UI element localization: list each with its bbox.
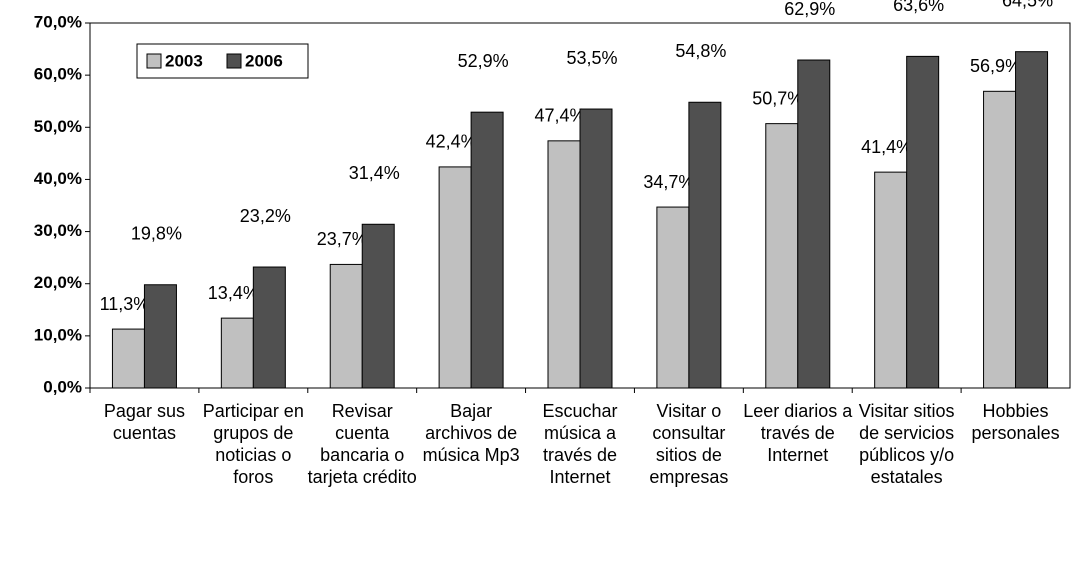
legend-box bbox=[136, 43, 309, 79]
bar bbox=[438, 166, 472, 389]
bar bbox=[656, 206, 690, 389]
bar bbox=[361, 223, 395, 389]
bar bbox=[765, 123, 799, 389]
bar bbox=[143, 284, 177, 389]
bar bbox=[906, 55, 940, 389]
bar bbox=[688, 101, 722, 389]
y-tick-label: 10,0% bbox=[34, 325, 82, 344]
x-tick-label: Visitar sitios de servicios públicos y/o… bbox=[858, 401, 955, 487]
legend-label: 2006 bbox=[245, 51, 283, 70]
bar bbox=[252, 266, 286, 389]
value-label: 47,4% bbox=[534, 106, 585, 126]
value-label: 34,7% bbox=[643, 172, 694, 192]
value-label: 56,9% bbox=[970, 56, 1021, 76]
value-label: 31,4% bbox=[349, 163, 400, 183]
bar bbox=[1015, 51, 1049, 389]
value-label: 63,6% bbox=[893, 0, 944, 15]
x-tick-label: Escuchar música a través de Internet bbox=[542, 401, 618, 487]
value-label: 41,4% bbox=[861, 137, 912, 157]
value-label: 62,9% bbox=[784, 0, 835, 19]
value-label: 53,5% bbox=[566, 48, 617, 68]
value-label: 52,9% bbox=[458, 51, 509, 71]
bar bbox=[470, 111, 504, 389]
y-tick-label: 30,0% bbox=[34, 221, 82, 240]
value-label: 64,5% bbox=[1002, 0, 1053, 10]
bar bbox=[547, 140, 581, 389]
legend-label: 2003 bbox=[165, 51, 203, 70]
y-tick-label: 40,0% bbox=[34, 169, 82, 188]
x-tick-label: Bajar archivos de música Mp3 bbox=[422, 401, 520, 465]
value-label: 42,4% bbox=[426, 132, 477, 152]
bar bbox=[797, 59, 831, 389]
x-tick-label: Hobbies personales bbox=[971, 401, 1060, 443]
y-tick-label: 20,0% bbox=[34, 273, 82, 292]
bar bbox=[874, 171, 908, 389]
x-tick-label: Leer diarios a través de Internet bbox=[743, 401, 853, 465]
value-label: 54,8% bbox=[675, 41, 726, 61]
value-label: 11,3% bbox=[100, 294, 150, 314]
value-label: 23,7% bbox=[317, 229, 368, 249]
x-tick-label: Pagar sus cuentas bbox=[103, 401, 185, 443]
y-tick-label: 50,0% bbox=[34, 117, 82, 136]
x-tick-label: Visitar o consultar sitios de empresas bbox=[649, 401, 729, 487]
y-tick-label: 70,0% bbox=[34, 12, 82, 31]
bar bbox=[579, 108, 613, 389]
value-label: 19,8% bbox=[131, 224, 182, 244]
y-tick-label: 60,0% bbox=[34, 65, 82, 84]
x-tick-label: Participar en grupos de noticias o foros bbox=[202, 401, 304, 487]
bar bbox=[220, 317, 254, 389]
legend-swatch bbox=[146, 53, 162, 69]
value-label: 13,4% bbox=[208, 283, 259, 303]
y-tick-label: 0,0% bbox=[43, 377, 82, 396]
legend-swatch bbox=[226, 53, 242, 69]
x-tick-label: Revisar cuenta bancaria o tarjeta crédit… bbox=[307, 401, 417, 487]
value-label: 23,2% bbox=[240, 206, 291, 226]
bar bbox=[111, 328, 145, 389]
bar bbox=[329, 263, 363, 389]
value-label: 50,7% bbox=[752, 88, 803, 108]
bar bbox=[983, 90, 1017, 389]
